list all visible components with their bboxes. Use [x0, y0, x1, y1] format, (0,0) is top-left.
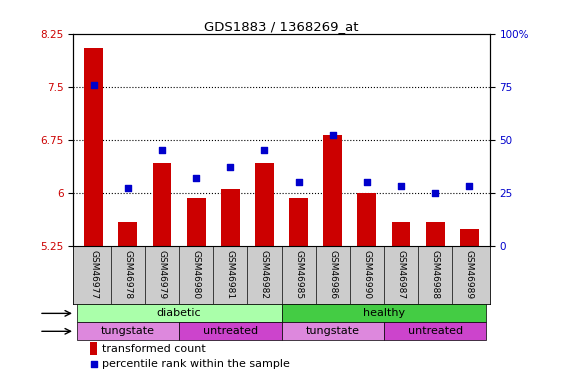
Point [465, 183, 474, 189]
Text: GSM46977: GSM46977 [89, 250, 98, 299]
Text: GSM46990: GSM46990 [363, 250, 372, 299]
Point [89, 82, 98, 88]
Text: GSM46986: GSM46986 [328, 250, 337, 299]
Bar [77, 322, 179, 340]
Bar [90, 342, 97, 355]
Point [363, 179, 372, 185]
Bar [460, 230, 479, 246]
Point [123, 186, 132, 192]
Bar [187, 198, 205, 246]
Text: GSM46980: GSM46980 [191, 250, 200, 299]
Bar [323, 135, 342, 246]
Point [260, 147, 269, 153]
Text: diabetic: diabetic [157, 308, 202, 318]
Text: percentile rank within the sample: percentile rank within the sample [102, 359, 291, 369]
Point [294, 179, 303, 185]
Text: GSM46982: GSM46982 [260, 250, 269, 299]
Bar [282, 322, 384, 340]
Bar [179, 322, 282, 340]
Text: healthy: healthy [363, 308, 405, 318]
Text: tungstate: tungstate [101, 326, 155, 336]
Text: tungstate: tungstate [306, 326, 360, 336]
Point [89, 362, 98, 368]
Text: GSM46988: GSM46988 [431, 250, 440, 299]
Bar [255, 163, 274, 246]
Bar [358, 194, 376, 246]
Text: untreated: untreated [408, 326, 463, 336]
Bar [77, 304, 282, 322]
Point [158, 147, 167, 153]
Text: GSM46985: GSM46985 [294, 250, 303, 299]
Bar [153, 163, 171, 246]
Bar [384, 322, 486, 340]
Text: GSM46979: GSM46979 [158, 250, 167, 299]
Text: GSM46981: GSM46981 [226, 250, 235, 299]
Point [431, 190, 440, 196]
Text: GSM46987: GSM46987 [396, 250, 405, 299]
Text: transformed count: transformed count [102, 344, 206, 354]
Bar [289, 198, 308, 246]
Bar [282, 304, 486, 322]
Text: GSM46978: GSM46978 [123, 250, 132, 299]
Bar [392, 222, 410, 246]
Bar [84, 48, 103, 246]
Point [328, 132, 337, 138]
Bar [118, 222, 137, 246]
Bar [221, 189, 240, 246]
Point [226, 164, 235, 170]
Point [396, 183, 405, 189]
Text: untreated: untreated [203, 326, 258, 336]
Bar [426, 222, 445, 246]
Text: GSM46989: GSM46989 [465, 250, 474, 299]
Title: GDS1883 / 1368269_at: GDS1883 / 1368269_at [204, 20, 359, 33]
Point [191, 175, 200, 181]
